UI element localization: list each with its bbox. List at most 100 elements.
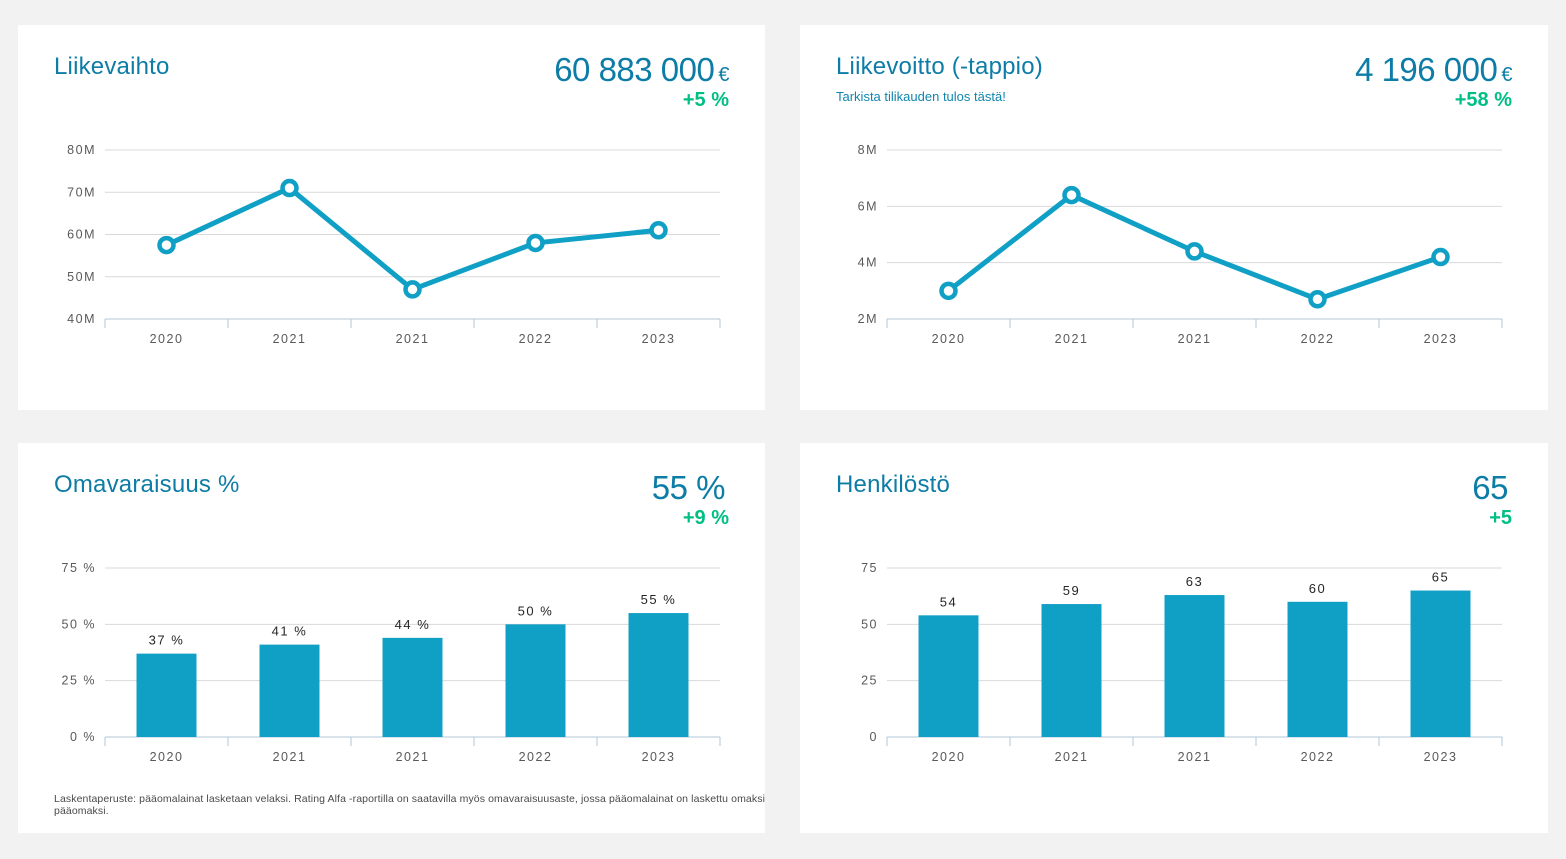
y-axis-tick-label: 0 %	[70, 730, 96, 744]
x-axis-tick-label: 2022	[519, 332, 553, 346]
x-axis-tick-label: 2022	[1301, 750, 1335, 764]
metric-delta-henkilosto: +5	[1489, 507, 1512, 529]
card-title-henkilosto: Henkilöstö	[836, 471, 951, 498]
x-axis-tick-label: 2023	[1424, 332, 1458, 346]
data-point-marker	[280, 178, 299, 198]
y-axis-tick-label: 6M	[858, 199, 878, 213]
x-axis-tick-label: 2023	[642, 750, 676, 764]
data-point-marker	[649, 221, 668, 240]
x-axis-tick-label: 2020	[150, 750, 184, 764]
metric-value-omavaraisuus: 55 %	[652, 471, 729, 504]
metric-number: 65	[1472, 469, 1508, 506]
metric-block: 55 % +9 %	[652, 471, 729, 528]
bar-value-label: 60	[1309, 581, 1326, 596]
x-axis-tick-label: 2020	[150, 332, 184, 346]
x-axis-tick-label: 2021	[396, 750, 430, 764]
x-axis-tick-label: 2020	[932, 332, 966, 346]
liikevoitto-line-chart: 2M 4M 6M 8M 2020 2021 2021 2022 2023	[836, 115, 1512, 350]
x-axis-tick-label: 2021	[273, 332, 307, 346]
card-title-omavaraisuus: Omavaraisuus %	[54, 471, 240, 498]
data-point-marker	[157, 235, 176, 255]
card-liikevaihto: Liikevaihto 60 883 000 € +5 % 40M 50M 60M 70…	[18, 25, 765, 410]
metric-delta-liikevaihto: +5 %	[682, 89, 729, 111]
liikevaihto-chart-svg: 40M 50M 60M 70M 80M 2020 2021 2021 2022 2023	[67, 143, 721, 346]
bar-value-label: 44 %	[395, 617, 431, 632]
metric-number: 55 %	[651, 469, 726, 506]
euro-unit: €	[1501, 64, 1512, 86]
card-header: Henkilöstö 65 +5	[836, 471, 1512, 528]
y-axis-tick-label: 70M	[67, 185, 96, 199]
bar	[918, 615, 979, 737]
liikevaihto-line-chart: 40M 50M 60M 70M 80M 2020 2021 2021 2022 2023	[54, 115, 730, 350]
card-header: Liikevaihto 60 883 000 € +5 %	[54, 53, 729, 110]
y-axis-tick-label: 80M	[67, 143, 96, 157]
bar	[1041, 604, 1102, 737]
x-axis-tick-label: 2021	[273, 750, 307, 764]
henkilosto-bar-chart: 0 25 50 75 2020 2021 2021 2022 2023 54 59 63 60 65	[836, 533, 1512, 768]
metric-value-liikevoitto: 4 196 000 €	[1355, 53, 1512, 86]
y-axis-tick-label: 50M	[67, 270, 96, 284]
bar	[628, 613, 689, 737]
y-axis-tick-label: 25 %	[62, 674, 97, 688]
card-liikevoitto: Liikevoitto (-tappio) Tarkista tilikaude…	[800, 25, 1548, 410]
data-point-marker	[403, 280, 422, 299]
euro-unit: €	[718, 64, 729, 86]
card-header: Liikevoitto (-tappio) Tarkista tilikaude…	[836, 53, 1512, 110]
x-axis-tick-label: 2022	[519, 750, 553, 764]
x-axis-tick-label: 2021	[1178, 332, 1212, 346]
metric-delta-omavaraisuus: +9 %	[682, 507, 729, 529]
card-henkilosto: Henkilöstö 65 +5 0 25 50 75 2020 2021 2021 2022…	[800, 443, 1548, 833]
tilikauden-tulos-link[interactable]: Tarkista tilikauden tulos tästä!	[836, 89, 1006, 104]
bar	[136, 653, 197, 737]
y-axis-tick-label: 8M	[858, 143, 878, 157]
metric-number: 60 883 000	[554, 51, 715, 88]
bar-value-label: 65	[1432, 570, 1449, 585]
bar-value-label: 37 %	[149, 633, 185, 648]
y-axis-tick-label: 40M	[67, 312, 96, 326]
data-point-marker	[1308, 290, 1327, 309]
y-axis-tick-label: 50	[861, 617, 878, 631]
data-point-marker	[939, 281, 958, 301]
laskentaperuste-footnote: Laskentaperuste: pääomalainat lasketaan …	[54, 793, 765, 817]
y-axis-tick-label: 75 %	[62, 561, 97, 575]
y-axis-tick-label: 25	[861, 674, 878, 688]
data-point-marker	[526, 233, 545, 253]
bar	[259, 644, 320, 737]
metric-delta-liikevoitto: +58 %	[1454, 89, 1512, 111]
metric-number: 4 196 000	[1355, 51, 1498, 88]
title-block: Liikevoitto (-tappio) Tarkista tilikaude…	[836, 53, 1043, 104]
data-point-marker	[1185, 242, 1204, 261]
y-axis-tick-label: 75	[861, 561, 878, 575]
x-axis-tick-label: 2021	[1055, 750, 1089, 764]
metric-value-liikevaihto: 60 883 000 €	[554, 53, 729, 86]
metric-value-henkilosto: 65	[1472, 471, 1512, 504]
metric-block: 4 196 000 € +58 %	[1355, 53, 1512, 110]
x-axis-tick-label: 2022	[1301, 332, 1335, 346]
bar-value-label: 59	[1063, 583, 1080, 598]
bar	[1410, 590, 1471, 737]
henkilosto-chart-svg: 0 25 50 75 2020 2021 2021 2022 2023 54 59 63 60 65	[861, 561, 1503, 764]
x-axis-tick-label: 2023	[1424, 750, 1458, 764]
omavaraisuus-bar-chart: 0 % 25 % 50 % 75 % 2020 2021 2021 2022 2023 37 % 4…	[54, 533, 730, 768]
y-axis-tick-label: 50 %	[62, 617, 97, 631]
y-axis-tick-label: 0	[870, 730, 878, 744]
x-axis-tick-label: 2021	[396, 332, 430, 346]
bar	[505, 624, 566, 737]
metric-block: 65 +5	[1472, 471, 1512, 528]
y-axis-tick-label: 2M	[858, 312, 878, 326]
bar	[382, 637, 443, 737]
bar-value-label: 63	[1186, 574, 1203, 589]
data-point-marker	[1062, 185, 1081, 205]
x-axis-tick-label: 2021	[1055, 332, 1089, 346]
bar	[1287, 601, 1348, 737]
y-axis-tick-label: 60M	[67, 228, 96, 242]
x-axis-tick-label: 2023	[642, 332, 676, 346]
x-axis-tick-label: 2021	[1178, 750, 1212, 764]
metric-block: 60 883 000 € +5 %	[554, 53, 729, 110]
bar-value-label: 50 %	[518, 603, 554, 618]
card-title-liikevaihto: Liikevaihto	[54, 53, 170, 80]
card-omavaraisuus: Omavaraisuus % 55 % +9 % 0 % 25 % 50 % 75 %…	[18, 443, 765, 833]
data-point-marker	[1431, 247, 1450, 267]
card-title-liikevoitto: Liikevoitto (-tappio)	[836, 53, 1043, 80]
